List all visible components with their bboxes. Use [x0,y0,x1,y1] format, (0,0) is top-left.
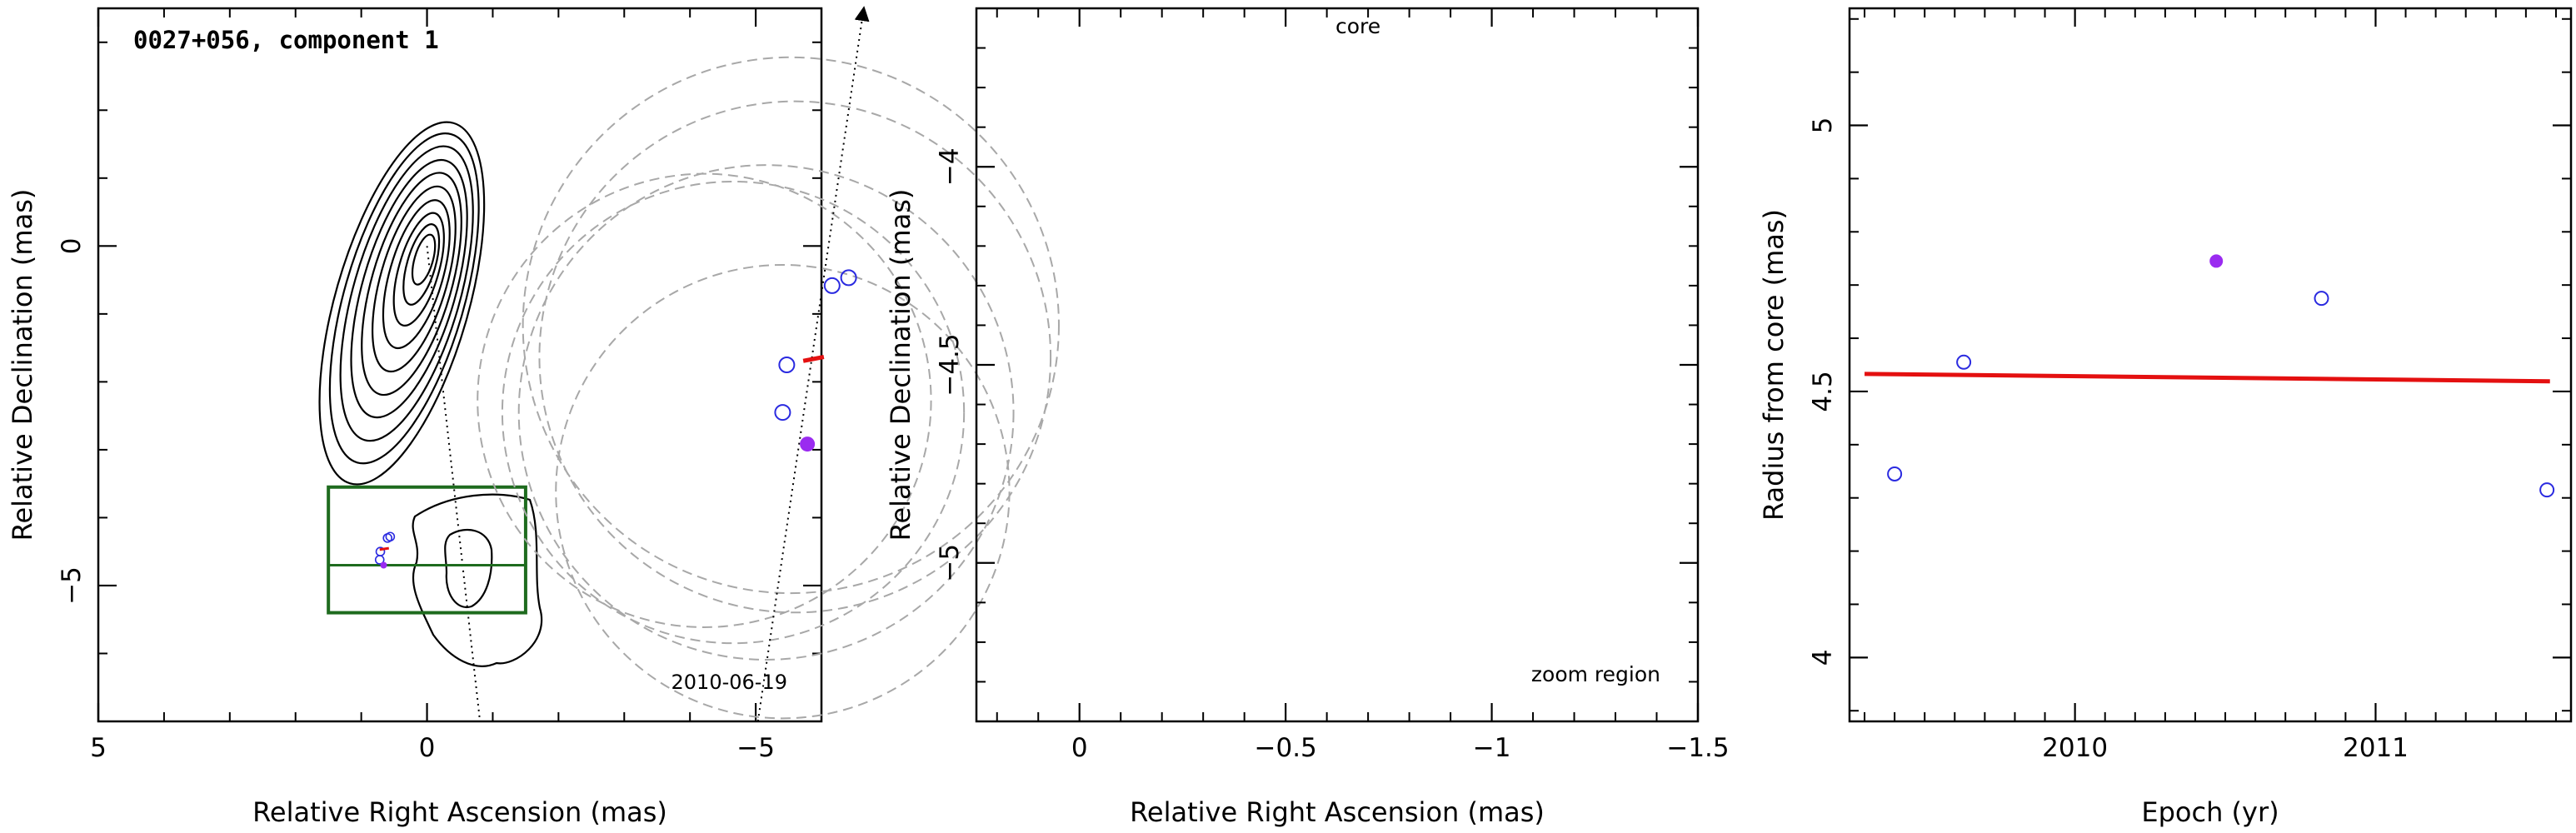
beam-circle [522,56,1060,595]
trajectory-line [756,6,870,722]
epoch-point [823,277,841,294]
core-contour [328,132,480,465]
panel-map: 5 0 −5 0 −5 0027+056, component 1 2010-06-19… [7,7,823,828]
trajectory-line [426,246,481,719]
y-tick-label: −5 [935,544,965,582]
epoch-point [840,269,857,287]
epoch-point [778,357,796,373]
fit-segment [379,546,389,551]
core-contour [350,158,468,419]
y-tick-label: −5 [57,566,87,605]
y-tick-label: 4.5 [1808,371,1838,412]
x-tick-label: −1 [1473,733,1511,763]
zoom-region-label: zoom region [1531,662,1660,686]
y-tick-label: −4 [935,147,965,186]
highlight-point [2209,254,2224,268]
y-axis-label: Relative Declination (mas) [7,189,38,541]
beam-circles [477,56,1060,720]
highlight-point [380,561,387,569]
y-tick-label: −4.5 [935,333,965,396]
x-axis-label: Relative Right Ascension (mas) [1130,796,1545,828]
fit-segment [802,355,825,363]
plot-frame [1848,7,2573,723]
beam-circle [517,164,1015,661]
plot-frame [97,7,823,723]
y-axis-label: Radius from core (mas) [1758,209,1790,521]
zoom-box-outline [327,485,527,615]
component-contour [412,493,543,667]
beam-circle [555,264,1011,720]
component-markers [374,531,396,569]
epoch-point [1887,466,1903,481]
y-tick-label: 0 [57,237,87,254]
core-contour [318,121,486,486]
component-contour [444,528,493,609]
beam-circle [501,180,966,645]
axis-ticks: 5 0 −5 0 −5 [57,8,822,763]
epoch-point [2314,291,2329,307]
epoch-point [774,404,791,421]
x-axis-label: Relative Right Ascension (mas) [252,796,667,828]
x-tick-label: 5 [90,733,107,763]
core-contour [382,199,451,350]
plot-frame [975,7,1700,723]
epoch-point [2539,482,2555,498]
y-tick-label: 4 [1808,649,1838,666]
core-label: core [1335,14,1380,38]
x-axis-label: Epoch (yr) [2141,796,2279,828]
epoch-point [1956,354,1972,370]
x-tick-label: 2011 [2343,733,2409,763]
epoch-points [774,269,857,452]
core-contour [392,212,445,327]
highlight-point [800,436,816,452]
epoch-points [1887,254,2555,498]
x-tick-label: −0.5 [1255,733,1317,763]
core-contour [339,145,474,442]
epoch-point [382,533,393,543]
zoom-box [327,485,527,615]
panel-radius: 2010 2011 4 4.5 5 Epoch (yr) Radius from cor… [1758,7,2573,828]
y-tick-label: 5 [1808,117,1838,134]
x-tick-label: −1.5 [1666,733,1729,763]
fit-line [1865,372,2550,384]
epoch-date: 2010-06-19 [671,671,787,694]
x-tick-label: 2010 [2042,733,2108,763]
beam-circle [538,100,1052,614]
y-axis-label: Relative Declination (mas) [885,189,916,541]
core-contour [411,233,437,286]
x-tick-label: 0 [1071,733,1088,763]
core-contour [371,185,457,373]
core-contour [361,172,462,397]
panel-zoom: 0 −0.5 −1 −1.5 −4 −4.5 −5 core zoom region Rel… [477,6,1730,828]
x-tick-label: −5 [736,733,775,763]
core-contour [402,223,441,306]
epoch-point [374,555,385,565]
axis-ticks: 2010 2011 4 4.5 5 [1808,8,2571,763]
x-tick-label: 0 [419,733,436,763]
contour-map [318,121,543,667]
panel-title: 0027+056, component 1 [133,26,439,54]
axis-ticks: 0 −0.5 −1 −1.5 −4 −4.5 −5 [935,7,1730,763]
beam-circle [477,172,932,628]
